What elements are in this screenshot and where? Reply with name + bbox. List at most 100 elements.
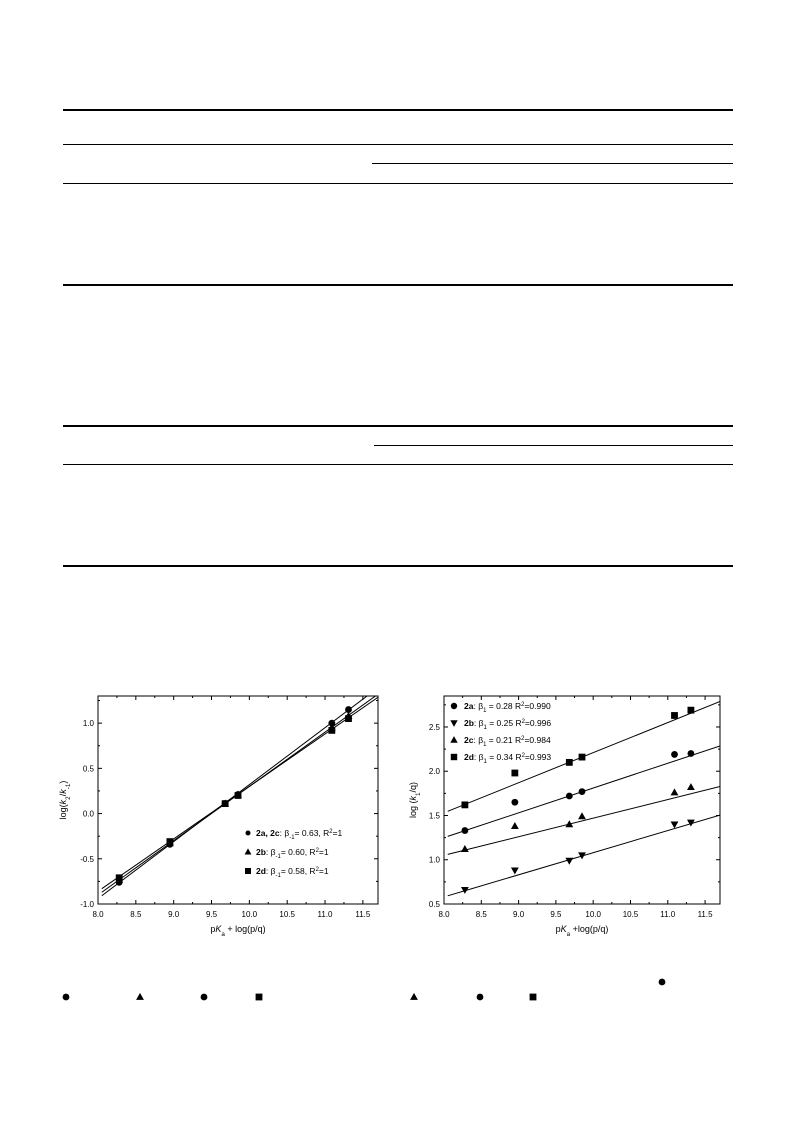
caption-symbol-square bbox=[255, 993, 263, 1001]
x-tick-label: 8.5 bbox=[476, 910, 488, 919]
data-point bbox=[511, 769, 519, 777]
table1-body-rule bbox=[63, 183, 733, 184]
legend-marker bbox=[245, 868, 251, 874]
data-point bbox=[565, 857, 574, 865]
x-tick-label: 11.0 bbox=[318, 910, 334, 919]
data-point bbox=[578, 812, 586, 820]
table1-subheader-rule bbox=[372, 163, 733, 164]
table1-top-rule bbox=[63, 109, 733, 111]
legend-entry: 2a, 2c: β-1= 0.63, R2=1 bbox=[256, 828, 343, 841]
caption-symbol-triangle bbox=[410, 992, 418, 1000]
x-tick-label: 8.0 bbox=[92, 910, 104, 919]
data-point bbox=[578, 753, 586, 761]
x-axis-label: pKa +log(p/q) bbox=[556, 924, 609, 938]
x-axis-label: pKa + log(p/q) bbox=[210, 924, 265, 938]
legend-marker bbox=[450, 702, 458, 710]
y-tick-label: -0.5 bbox=[80, 855, 94, 864]
chart-right-beta1: 8.0 8.5 9.0 9.5 10.0 10.5 11.0 11.5 0.5 1.0 1.5 2.0… bbox=[408, 695, 721, 938]
x-tick-label: 10.5 bbox=[623, 910, 639, 919]
y-tick-label: 2.5 bbox=[429, 723, 441, 732]
data-point bbox=[578, 852, 586, 860]
data-point bbox=[687, 750, 695, 757]
data-point bbox=[565, 792, 573, 800]
x-tick-label: 10.5 bbox=[279, 910, 295, 919]
data-point bbox=[671, 712, 678, 719]
legend-marker bbox=[450, 720, 458, 727]
y-tick-label: 1.0 bbox=[429, 856, 441, 865]
legend-entry: 2b: β1 = 0.25 R2=0.996 bbox=[464, 718, 551, 731]
data-point bbox=[687, 706, 695, 714]
table2-subheader-rule bbox=[374, 445, 733, 446]
caption-symbol-circle bbox=[62, 993, 70, 1001]
legend-entry: 2d: β-1= 0.58, R2=1 bbox=[256, 866, 329, 879]
x-tick-label: 9.5 bbox=[206, 910, 218, 919]
data-point bbox=[670, 788, 679, 796]
data-point bbox=[565, 820, 574, 828]
data-point bbox=[686, 783, 695, 791]
plot-frame bbox=[443, 695, 721, 905]
data-point bbox=[460, 845, 469, 853]
legend-marker bbox=[244, 848, 252, 855]
data-point bbox=[234, 792, 242, 799]
caption-symbol-circle bbox=[476, 993, 484, 1001]
y-tick-label: 2.0 bbox=[429, 767, 441, 776]
legend-marker bbox=[245, 830, 251, 836]
table1-bottom-rule bbox=[63, 284, 733, 286]
y-axis-label: log (k1/q) bbox=[408, 782, 422, 818]
data-point bbox=[461, 827, 469, 834]
caption-symbols-svg bbox=[62, 978, 666, 1001]
x-tick-label: 10.0 bbox=[242, 910, 258, 919]
y-axis-label: log(k2/k-1) bbox=[58, 781, 72, 820]
data-point bbox=[510, 822, 519, 830]
data-point bbox=[671, 751, 678, 758]
data-point bbox=[460, 886, 469, 894]
y-tick-label: 1.0 bbox=[83, 719, 95, 728]
data-point bbox=[461, 801, 469, 809]
caption-symbol-circle bbox=[200, 993, 208, 1001]
data-point bbox=[115, 874, 123, 882]
table2-top-rule bbox=[63, 425, 733, 427]
data-point bbox=[670, 821, 679, 829]
y-axis-label-group: log(k2/k-1) bbox=[58, 781, 72, 820]
x-tick-label: 9.0 bbox=[168, 910, 180, 919]
y-tick-label: -1.0 bbox=[80, 900, 94, 909]
plot-frame bbox=[97, 695, 379, 905]
legend-entry: 2c: β1 = 0.21 R2=0.984 bbox=[464, 735, 551, 748]
y-axis-label-group: log (k1/q) bbox=[408, 782, 422, 818]
legend-entry: 2d: β1 = 0.34 R2=0.993 bbox=[464, 752, 551, 765]
data-point bbox=[345, 706, 352, 713]
chart-left-beta-minus1: 8.0 8.5 9.0 9.5 10.0 10.5 11.0 11.5 -1.0 -0.5 0.0 0… bbox=[58, 695, 379, 938]
x-tick-label: 11.0 bbox=[660, 910, 676, 919]
data-point bbox=[328, 726, 336, 734]
data-point bbox=[345, 715, 352, 723]
data-point bbox=[686, 819, 695, 827]
caption-symbol-circle bbox=[658, 978, 666, 986]
y-tick-label: 0.5 bbox=[429, 900, 441, 909]
legend-entry: 2a: β1 = 0.28 R2=0.990 bbox=[464, 701, 551, 714]
caption-symbol-triangle bbox=[136, 992, 144, 1000]
data-point bbox=[578, 788, 586, 795]
legend-marker bbox=[450, 736, 458, 743]
data-point bbox=[221, 800, 229, 808]
x-tick-label: 11.5 bbox=[698, 910, 714, 919]
legend-entry: 2b: β-1= 0.60, R2=1 bbox=[256, 847, 329, 860]
data-point bbox=[511, 798, 519, 806]
table2-body-rule bbox=[63, 464, 733, 465]
table2-bottom-rule bbox=[63, 565, 733, 567]
data-point bbox=[328, 719, 336, 727]
y-tick-label: 1.5 bbox=[429, 811, 441, 820]
data-point bbox=[166, 838, 174, 845]
data-point bbox=[510, 867, 519, 875]
x-tick-label: 9.5 bbox=[550, 910, 562, 919]
caption-symbol-square bbox=[529, 993, 537, 1001]
y-tick-label: 0.0 bbox=[83, 810, 95, 819]
x-tick-label: 10.0 bbox=[585, 910, 601, 919]
legend-marker bbox=[450, 753, 458, 761]
data-point bbox=[565, 758, 573, 766]
x-tick-label: 11.5 bbox=[355, 910, 371, 919]
x-tick-label: 8.5 bbox=[130, 910, 142, 919]
x-tick-label: 8.0 bbox=[438, 910, 450, 919]
fit-line bbox=[447, 786, 720, 855]
x-tick-label: 9.0 bbox=[513, 910, 525, 919]
table1-header-rule bbox=[63, 144, 733, 145]
